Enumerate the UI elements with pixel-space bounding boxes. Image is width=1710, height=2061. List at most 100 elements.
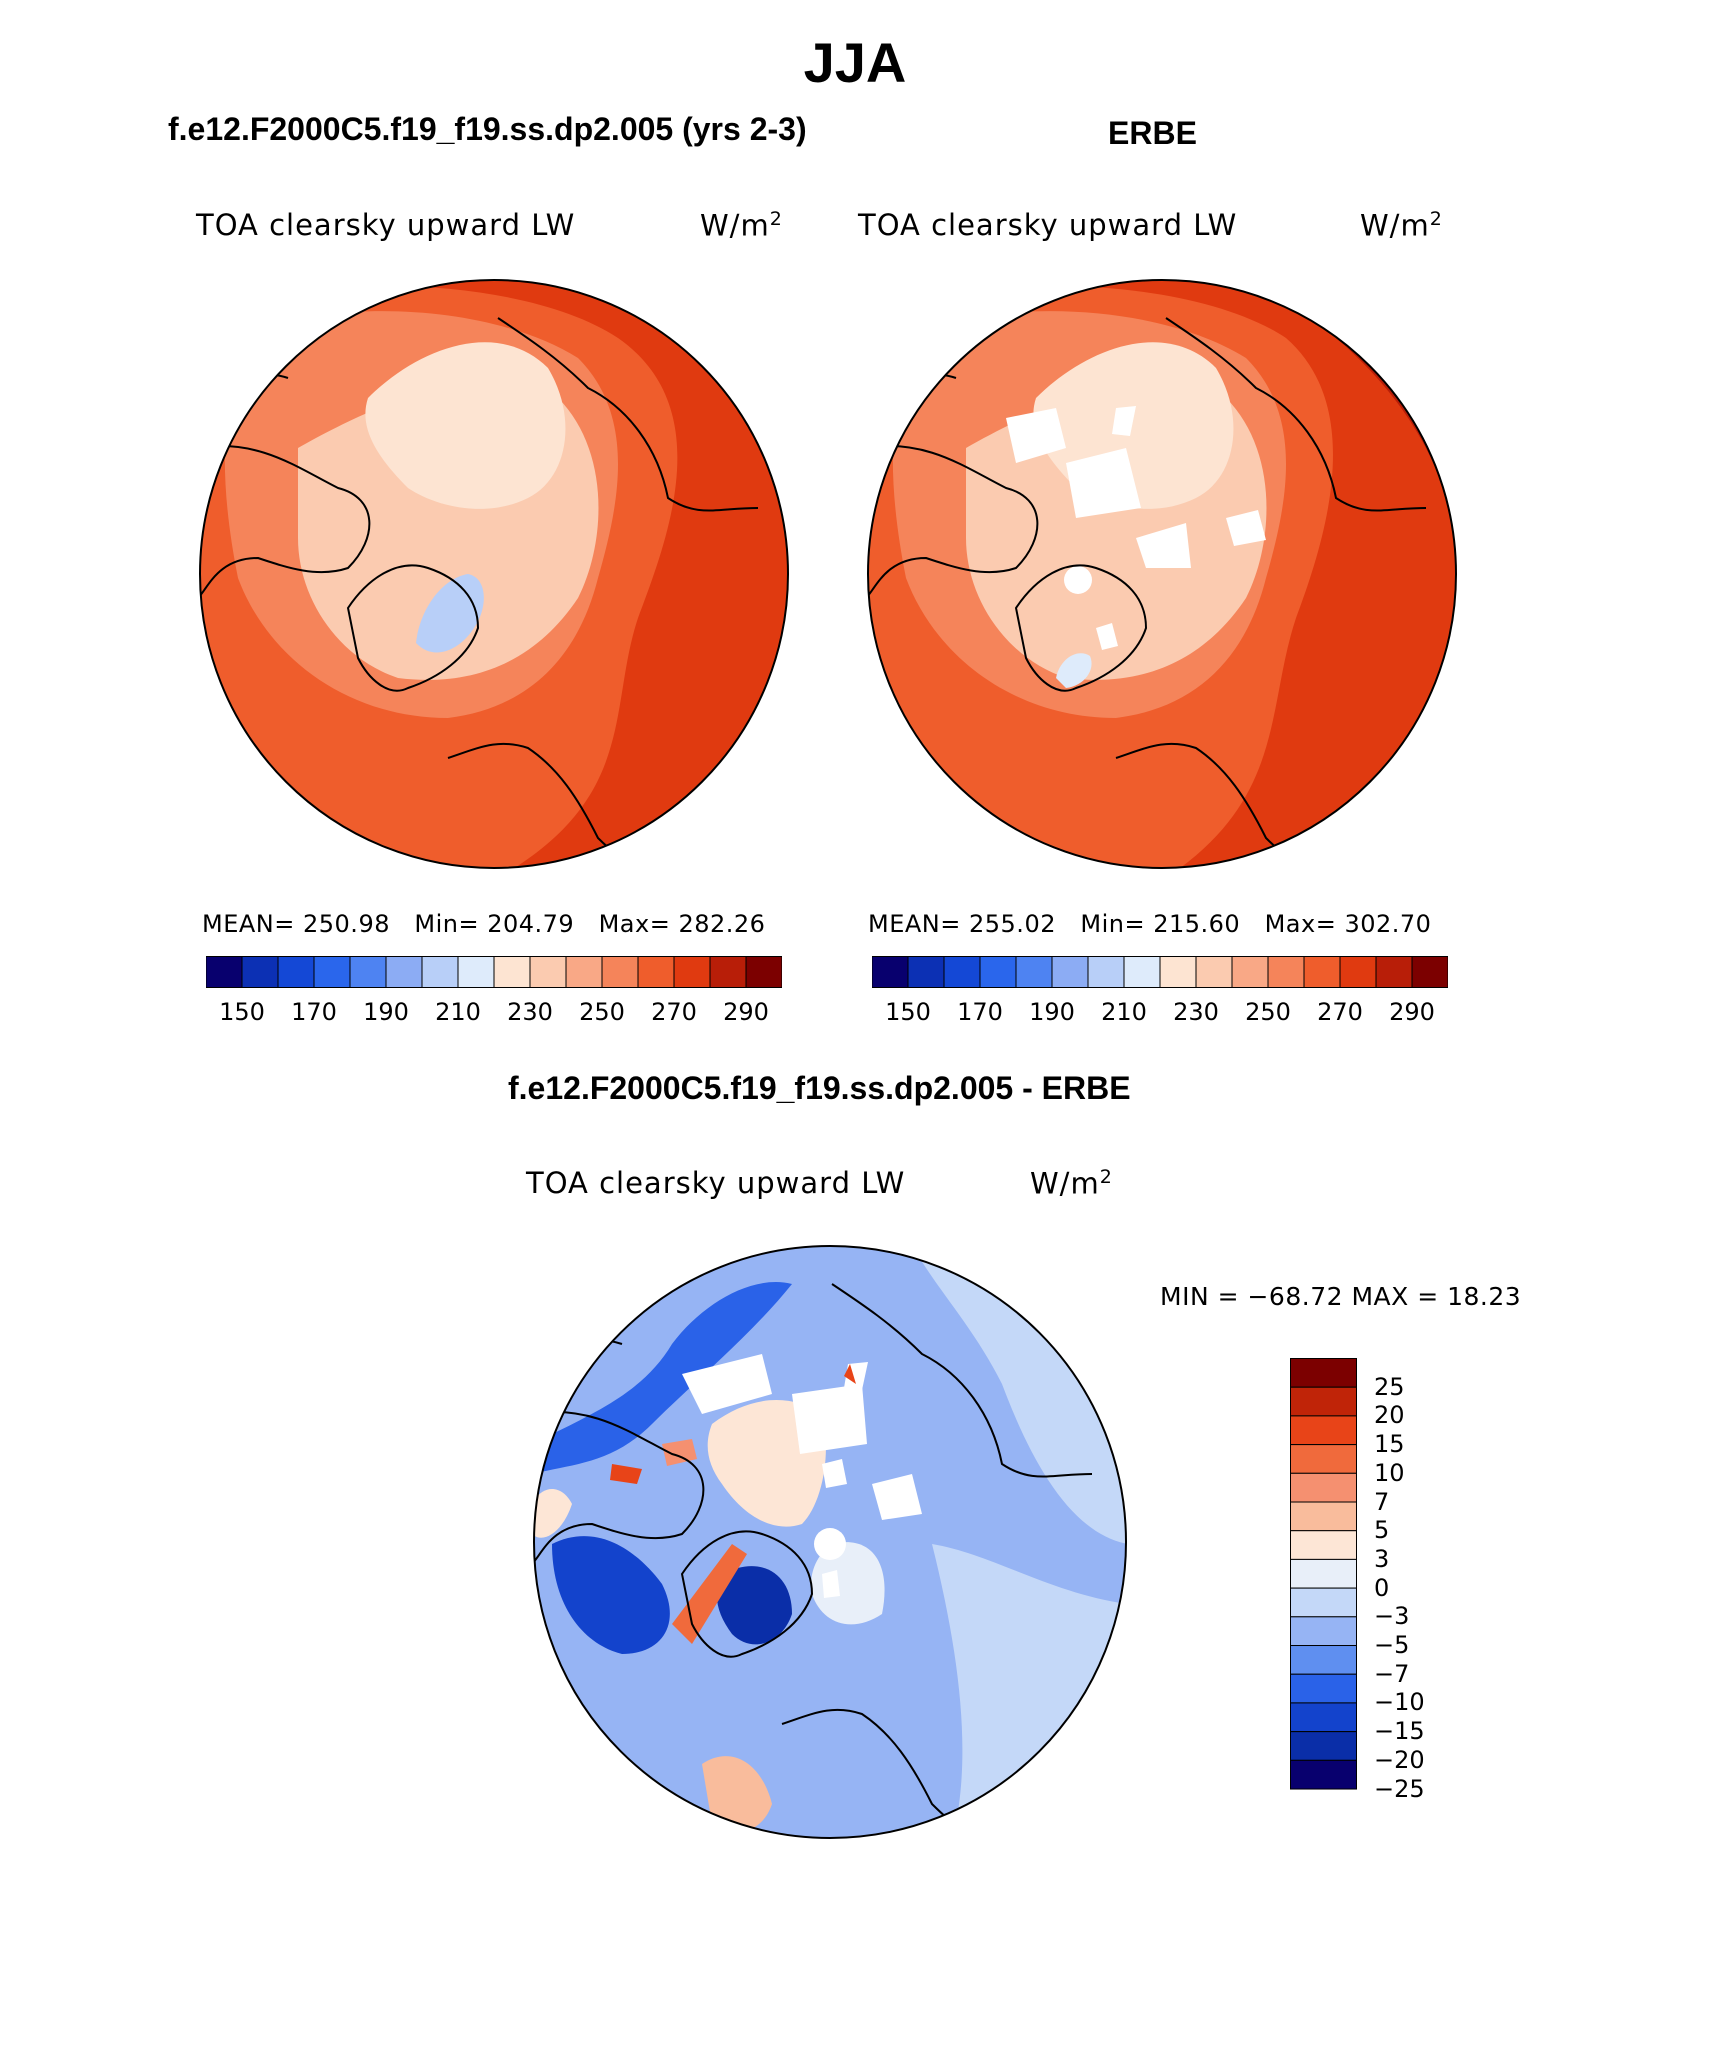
diff-missing-data-wedges <box>682 1354 922 1598</box>
obs-canada-coast <box>868 445 1039 599</box>
model-colorbar-tick-label: 170 <box>291 998 337 1026</box>
diff-canada-coast <box>534 1411 705 1565</box>
obs-colorbar-box <box>1051 956 1089 988</box>
model-colorbar-box <box>565 956 603 988</box>
obs-colorbar-tick-label: 150 <box>885 998 931 1026</box>
obs-colorbar-box <box>1231 956 1269 988</box>
diff-colorbar-labels: 25 20 15 10 7 5 3 0 −3 −5 −7 −10 −15 −20 −25 <box>1370 1358 1450 1803</box>
model-field-label: TOA clearsky upward LW <box>196 208 576 242</box>
obs-colorbar-box <box>872 956 909 988</box>
obs-colorbar-tick-label: 250 <box>1245 998 1291 1026</box>
model-colorbar-box <box>313 956 351 988</box>
diff-colorbar-label: 10 <box>1374 1458 1405 1487</box>
model-colorbar-box <box>601 956 639 988</box>
obs-colorbar-tick-label: 270 <box>1317 998 1363 1026</box>
obs-siberia-coast <box>1165 317 1427 512</box>
diff-colorbar-box <box>1290 1472 1357 1503</box>
model-colorbar-box <box>241 956 279 988</box>
model-colorbar-box <box>745 956 782 988</box>
model-panel-title: f.e12.F2000C5.f19_f19.ss.dp2.005 (yrs 2-… <box>168 111 807 147</box>
obs-colorbar-box <box>1303 956 1341 988</box>
diff-colorbar-label: 0 <box>1374 1573 1390 1602</box>
model-colorbar-box <box>457 956 495 988</box>
figure-title: JJA <box>803 31 907 94</box>
diff-colorbar-box <box>1290 1386 1357 1417</box>
model-polar-map <box>199 279 789 869</box>
obs-greenland-coast <box>1014 564 1148 692</box>
model-colorbar-tick-label: 250 <box>579 998 625 1026</box>
diff-colorbar-label: −25 <box>1374 1774 1425 1803</box>
obs-colorbar-box <box>1195 956 1233 988</box>
diff-colorbar-label: 15 <box>1374 1430 1405 1459</box>
model-colorbar-box <box>673 956 711 988</box>
diff-colorbar-label: −10 <box>1374 1688 1425 1717</box>
obs-colorbar-tick-label: 230 <box>1173 998 1219 1026</box>
obs-missing-data-wedges <box>1006 406 1266 650</box>
diff-colorbar-box <box>1290 1444 1357 1474</box>
diff-colorbar-box <box>1290 1558 1357 1589</box>
model-colorbar-tick-label: 270 <box>651 998 697 1026</box>
diff-colorbar-label: 3 <box>1374 1544 1390 1573</box>
obs-stats: MEAN= 255.02 Min= 215.60 Max= 302.70 <box>868 910 1432 938</box>
diff-colorbar-box <box>1290 1530 1357 1560</box>
diff-colorbar-box <box>1290 1731 1357 1761</box>
obs-colorbar-box <box>1375 956 1413 988</box>
model-colorbar-box <box>206 956 243 988</box>
obs-panel-title: ERBE <box>1108 115 1197 151</box>
model-colorbar-box <box>385 956 423 988</box>
diff-colorbar-box <box>1290 1415 1357 1446</box>
diff-colorbar-label: −15 <box>1374 1717 1425 1746</box>
diff-colorbar-box <box>1290 1501 1357 1532</box>
obs-colorbar-box <box>907 956 945 988</box>
model-colorbar-ticks: 150 170 190 210 230 250 270 290 <box>206 998 782 1028</box>
obs-colorbar-tick-label: 170 <box>957 998 1003 1026</box>
model-colorbar-tick-label: 210 <box>435 998 481 1026</box>
diff-colorbar-label: 20 <box>1374 1401 1405 1430</box>
obs-colorbar-box <box>1015 956 1053 988</box>
model-units: W/m2 <box>700 208 783 243</box>
diff-panel-title: f.e12.F2000C5.f19_f19.ss.dp2.005 - ERBE <box>508 1070 1131 1106</box>
diff-colorbar-label: 25 <box>1374 1372 1405 1401</box>
model-stats: MEAN= 250.98 Min= 204.79 Max= 282.26 <box>202 910 766 938</box>
diff-colorbar-label: −7 <box>1374 1659 1410 1688</box>
obs-colorbar-tick-label: 190 <box>1029 998 1075 1026</box>
model-canada-coast <box>200 445 371 599</box>
model-colorbar-tick-label: 230 <box>507 998 553 1026</box>
obs-field-level-220 <box>1056 653 1092 688</box>
diff-colorbar-label: 7 <box>1374 1487 1390 1516</box>
model-greenland-coast <box>346 564 480 692</box>
model-colorbar-box <box>421 956 459 988</box>
diff-colorbar-box <box>1290 1616 1357 1647</box>
diff-colorbar-box <box>1290 1702 1357 1733</box>
diff-colorbar-label: 5 <box>1374 1516 1390 1545</box>
diff-colorbar <box>1290 1358 1357 1790</box>
model-colorbar-box <box>493 956 531 988</box>
obs-polar-map <box>867 279 1457 869</box>
diff-colorbar-box <box>1290 1587 1357 1618</box>
model-colorbar-box <box>529 956 567 988</box>
obs-field-label: TOA clearsky upward LW <box>858 208 1238 242</box>
obs-colorbar-box <box>1123 956 1161 988</box>
diff-colorbar-box <box>1290 1759 1357 1790</box>
obs-colorbar-box <box>1339 956 1377 988</box>
model-colorbar-box <box>709 956 747 988</box>
model-colorbar-tick-label: 290 <box>723 998 769 1026</box>
obs-colorbar-box <box>943 956 981 988</box>
obs-colorbar-box <box>1087 956 1125 988</box>
diff-colorbar-box <box>1290 1645 1357 1675</box>
model-colorbar-box <box>277 956 315 988</box>
obs-colorbar-box <box>1159 956 1197 988</box>
diff-colorbar-label: −3 <box>1374 1602 1410 1631</box>
diff-units: W/m2 <box>1030 1166 1113 1201</box>
diff-field-label: TOA clearsky upward LW <box>526 1166 906 1200</box>
obs-colorbar <box>872 956 1448 988</box>
diff-colorbar-label: −5 <box>1374 1631 1410 1660</box>
model-field-level-240 <box>365 342 566 509</box>
obs-units: W/m2 <box>1360 208 1443 243</box>
model-colorbar <box>206 956 782 988</box>
obs-colorbar-box <box>1411 956 1448 988</box>
model-colorbar-box <box>349 956 387 988</box>
model-colorbar-box <box>637 956 675 988</box>
obs-colorbar-tick-label: 290 <box>1389 998 1435 1026</box>
obs-colorbar-tick-label: 210 <box>1101 998 1147 1026</box>
